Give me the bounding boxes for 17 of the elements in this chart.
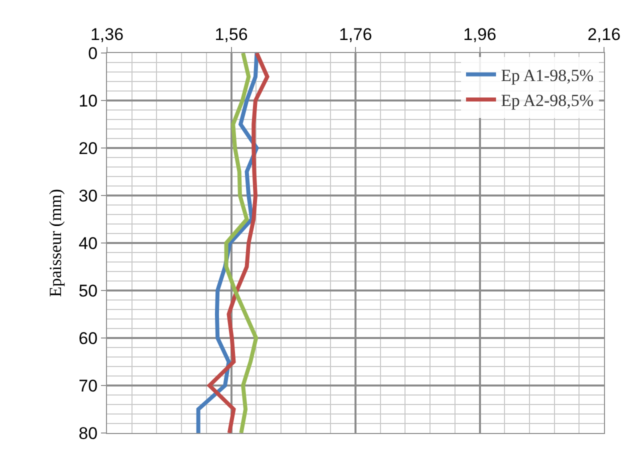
- y-tick-label: 0: [88, 44, 98, 63]
- y-axis-title: Epaisseur (mm): [46, 188, 66, 298]
- y-tick-label: 20: [78, 138, 98, 158]
- y-tick-label: 60: [78, 328, 98, 348]
- x-tick-label: 1,96: [463, 25, 496, 44]
- y-tick-label: 70: [78, 376, 98, 396]
- x-tick-label: 1,76: [338, 25, 372, 44]
- x-tick-label: 1,36: [90, 25, 124, 44]
- x-tick-label: 1,56: [214, 25, 248, 44]
- legend-label: Ep A2-98,5%: [501, 91, 594, 110]
- y-tick-label: 80: [78, 424, 98, 443]
- y-tick-label: 10: [78, 91, 98, 110]
- y-tick-label: 30: [78, 186, 98, 206]
- legend-label: Ep A1-98,5%: [501, 66, 594, 85]
- y-tick-label: 40: [78, 234, 98, 253]
- y-tick-label: 50: [78, 281, 98, 300]
- x-tick-label: 2,16: [587, 25, 621, 44]
